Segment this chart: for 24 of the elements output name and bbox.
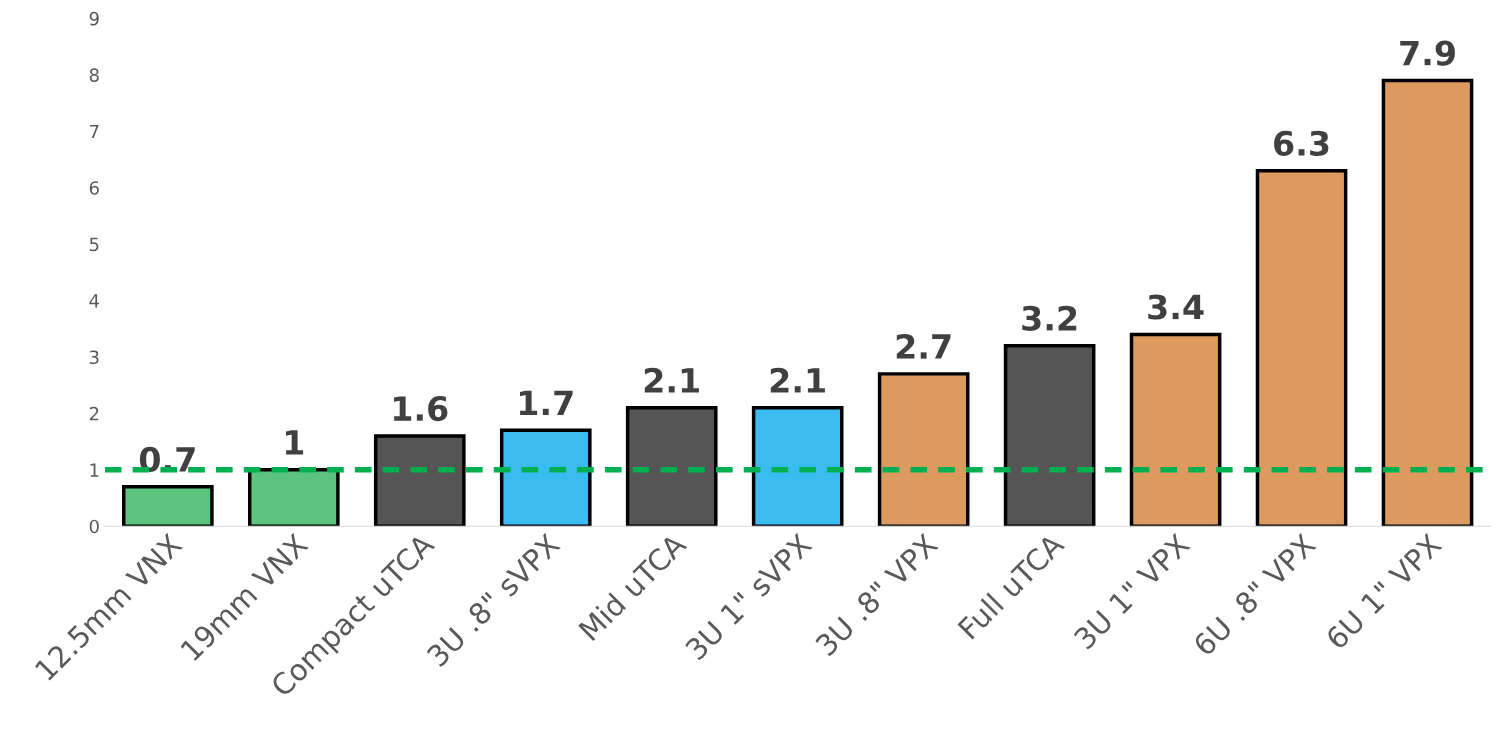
y-tick-label: 3 [89, 350, 99, 365]
y-tick-label: 6 [89, 181, 99, 195]
data-label: 3.4 [1148, 294, 1204, 320]
x-tick-label: 6U 1" VPX [1324, 532, 1443, 651]
data-label: 2.1 [644, 367, 699, 393]
x-tick-label: 3U .8" VPX [814, 532, 939, 657]
y-tick-label: 7 [89, 124, 99, 139]
y-tick-label: 5 [89, 237, 99, 252]
y-tick-label: 0 [89, 519, 99, 534]
data-label: 6.3 [1274, 130, 1329, 156]
y-tick-label: 8 [89, 68, 99, 82]
y-tick-label: 1 [90, 463, 99, 477]
y-tick-label: 4 [89, 294, 99, 308]
data-label: 2.1 [770, 367, 825, 393]
data-label: 3.2 [1022, 305, 1077, 331]
y-tick-label: 9 [89, 11, 99, 26]
data-label: 1.7 [519, 390, 573, 416]
data-label: 7.9 [1400, 40, 1455, 66]
data-label: 1.6 [394, 395, 448, 422]
x-tick-label: 6U .8" VPX [1192, 532, 1317, 657]
data-label: 2.7 [896, 333, 951, 359]
data-label: 1 [285, 430, 304, 455]
y-tick-label: 2 [89, 406, 99, 421]
x-tick-label: 3U 1" VPX [1072, 532, 1191, 651]
